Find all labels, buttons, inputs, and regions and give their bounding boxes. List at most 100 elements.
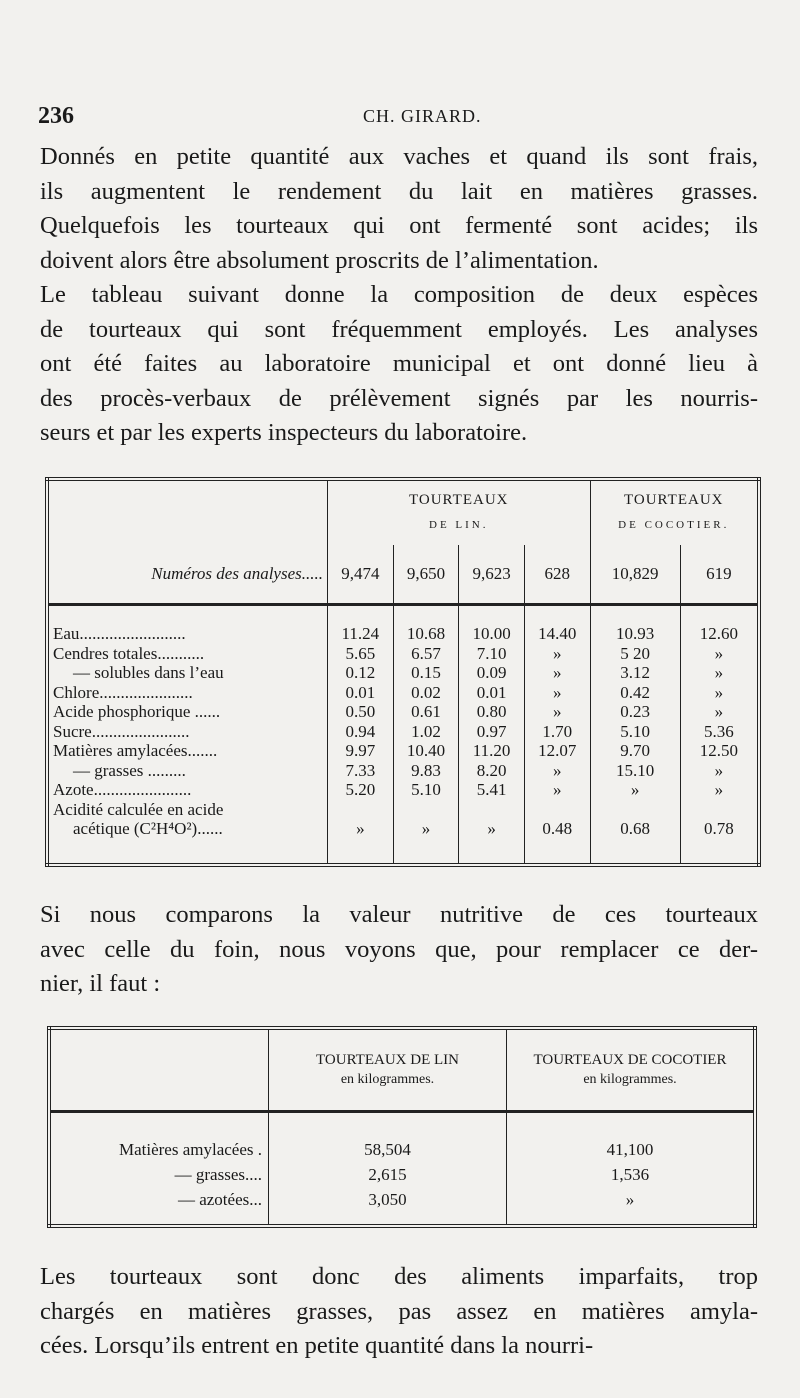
- cell-value: 0.12: [327, 663, 394, 683]
- cell-value: 11.24: [327, 624, 394, 644]
- cell-value: 10.68: [392, 624, 459, 644]
- cell-value: »: [523, 780, 590, 800]
- cell-value: »: [523, 702, 590, 722]
- cell-value: [327, 799, 394, 819]
- table-row: Acidité calculée en acide: [47, 799, 759, 819]
- text-line: Donnés en petite quantité aux vaches et …: [40, 143, 758, 170]
- cell-value: 3,050: [268, 1187, 507, 1212]
- text-line: Si nous comparons la valeur nutritive de…: [40, 901, 758, 928]
- cell-value: 3.12: [589, 663, 681, 683]
- cell-value: 9.97: [327, 741, 394, 761]
- cell-value: 0.50: [327, 702, 394, 722]
- analysis-number: 9,650: [392, 545, 459, 606]
- cell-value: 0.94: [327, 721, 394, 741]
- cell-value: »: [506, 1187, 755, 1212]
- cell-value: 0.61: [392, 702, 459, 722]
- page-number: 236: [38, 103, 74, 129]
- cell-value: 12.60: [679, 624, 759, 644]
- cell-value: »: [523, 643, 590, 663]
- row-label: — solubles dans l’eau: [73, 663, 224, 682]
- cell-value: 41,100: [506, 1137, 755, 1162]
- page-header: 236 CH. GIRARD.: [38, 103, 758, 133]
- cell-value: 0.01: [458, 682, 525, 702]
- table-row: — grasses ......... 7.33 9.83 8.20» 15.10»: [47, 760, 759, 780]
- cell-value: 5.36: [679, 721, 759, 741]
- cell-value: 5 20: [589, 643, 681, 663]
- row-label: Matières amylacées .: [118, 1140, 262, 1159]
- analysis-number: 9,474: [327, 545, 394, 606]
- row-label: — azotées...: [177, 1190, 262, 1209]
- table-row: Eau......................... 11.24 10.68 10…: [47, 624, 759, 644]
- table-row: acétique (C²H⁴O²)......»»» 0.48 0.68 0.78: [47, 819, 759, 839]
- cell-value: 14.40: [523, 624, 590, 644]
- text-line: doivent alors être absolument proscrits …: [40, 246, 599, 274]
- text-line: avec celle du foin, nous voyons que, pou…: [40, 935, 758, 963]
- col-header-cocotier: TOURTEAUX DE COCOTIER en kilogrammes.: [506, 1028, 755, 1113]
- text-line: Le tableau suivant donne la composition …: [40, 281, 758, 308]
- cell-value: 8.20: [458, 760, 525, 780]
- group-header-lin: TOURTEAUX DE LIN.: [327, 479, 590, 545]
- row-label: — grasses .........: [73, 760, 186, 780]
- cell-value: 5.20: [327, 780, 394, 800]
- row-label: Cendres totales...........: [53, 643, 205, 663]
- paragraph-1: Donnés en petite quantité aux vaches et …: [40, 140, 758, 451]
- table-row: — azotées... 3,050»: [49, 1187, 755, 1212]
- cell-value: 5.10: [589, 721, 681, 741]
- cell-value: 0.97: [458, 721, 525, 741]
- table-row: Matières amylacées....... 9.97 10.40 11.20 1…: [47, 741, 759, 761]
- analysis-number: 619: [679, 545, 759, 606]
- paragraph-2: Si nous comparons la valeur nutritive de…: [40, 898, 758, 1002]
- row-label: — grasses....: [174, 1165, 262, 1184]
- cell-value: »: [327, 819, 394, 839]
- cell-value: 12.07: [523, 741, 590, 761]
- cell-value: 9.83: [392, 760, 459, 780]
- cell-value: »: [679, 643, 759, 663]
- cell-value: 1.70: [523, 721, 590, 741]
- text-line: Les tourteaux sont donc des aliments imp…: [40, 1263, 758, 1290]
- cell-value: 0.15: [392, 663, 459, 683]
- text-line: de tourteaux qui sont fréquemment employ…: [40, 315, 758, 343]
- cell-value: 7.33: [327, 760, 394, 780]
- table-row: Azote....................... 5.20 5.10 5.41…: [47, 780, 759, 800]
- row-label: acétique (C²H⁴O²)......: [73, 819, 223, 838]
- analysis-number: 10,829: [589, 545, 681, 606]
- analysis-number: 9,623: [458, 545, 525, 606]
- cell-value: 2,615: [268, 1162, 507, 1187]
- cell-value: »: [679, 663, 759, 683]
- cell-value: 10.40: [392, 741, 459, 761]
- table-row: — grasses.... 2,615 1,536: [49, 1162, 755, 1187]
- row-label: Chlore......................: [53, 682, 193, 702]
- cell-value: [679, 799, 759, 819]
- cell-value: 7.10: [458, 643, 525, 663]
- cell-value: »: [523, 682, 590, 702]
- group-header-cocotier: TOURTEAUX DE COCOTIER.: [589, 479, 759, 545]
- cell-value: 5.65: [327, 643, 394, 663]
- row-label: Matières amylacées.......: [53, 741, 218, 760]
- running-title: CH. GIRARD.: [363, 106, 482, 126]
- row-label: Eau.........................: [53, 624, 186, 643]
- cell-value: 15.10: [589, 760, 681, 780]
- cell-value: »: [523, 760, 590, 780]
- row-label: Sucre.......................: [53, 721, 190, 741]
- cell-value: 9.70: [589, 741, 681, 761]
- cell-value: »: [589, 780, 681, 800]
- cell-value: 0.02: [392, 682, 459, 702]
- text-line: ont été faites au laboratoire municipal …: [40, 350, 758, 377]
- text-line: nier, il faut :: [40, 970, 161, 997]
- cell-value: [523, 799, 590, 819]
- col-header-lin: TOURTEAUX DE LIN en kilogrammes.: [268, 1028, 507, 1113]
- cell-value: 0.48: [523, 819, 590, 839]
- table-row: Matières amylacées . 58,504 41,100: [49, 1137, 755, 1162]
- row-label: Acide phosphorique ......: [53, 702, 221, 721]
- cell-value: »: [392, 819, 459, 839]
- paragraph-3: Les tourteaux sont donc des aliments imp…: [40, 1260, 758, 1364]
- analysis-numbers-row: Numéros des analyses..... 9,474 9,650 9,62…: [47, 545, 759, 606]
- cell-value: [458, 799, 525, 819]
- cell-value: 5.10: [392, 780, 459, 800]
- cell-value: 0.01: [327, 682, 394, 702]
- cell-value: »: [458, 819, 525, 839]
- cell-value: »: [679, 702, 759, 722]
- text-line: seurs et par les experts inspecteurs du …: [40, 419, 528, 446]
- row-label: Numéros des analyses.....: [47, 545, 328, 606]
- cell-value: 0.23: [589, 702, 681, 722]
